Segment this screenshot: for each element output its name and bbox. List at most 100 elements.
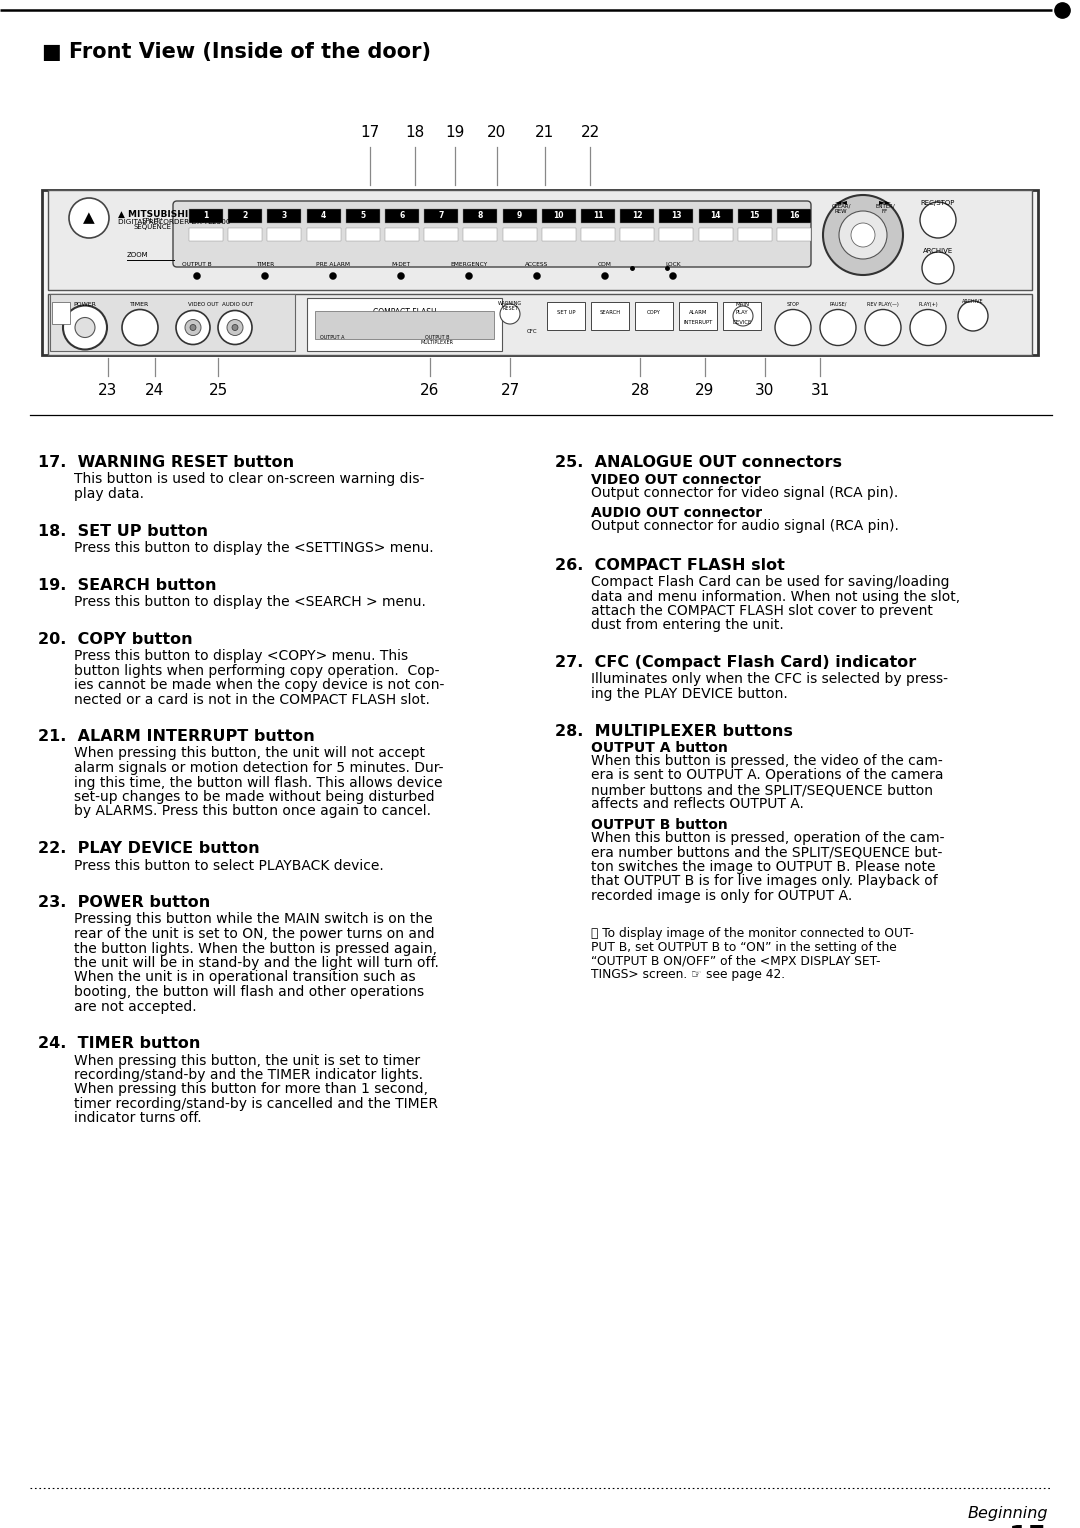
Text: OUTPUT A: OUTPUT A <box>320 335 345 341</box>
Text: VIDEO OUT connector: VIDEO OUT connector <box>591 472 760 486</box>
Text: 27: 27 <box>500 384 519 397</box>
Text: EMERGENCY: EMERGENCY <box>450 261 487 267</box>
Text: DEVICE: DEVICE <box>732 319 752 324</box>
Bar <box>384 228 419 241</box>
Circle shape <box>261 272 269 280</box>
Text: 19: 19 <box>445 125 464 141</box>
Text: When pressing this button, the unit will not accept: When pressing this button, the unit will… <box>75 747 426 761</box>
Text: 27.  CFC (Compact Flash Card) indicator: 27. CFC (Compact Flash Card) indicator <box>555 656 916 669</box>
Text: Beginning: Beginning <box>968 1507 1048 1520</box>
Text: FF: FF <box>882 209 888 214</box>
Text: 21.  ALARM INTERRUPT button: 21. ALARM INTERRUPT button <box>38 729 314 744</box>
FancyBboxPatch shape <box>173 202 811 267</box>
Circle shape <box>823 196 903 275</box>
Text: CLEAR/: CLEAR/ <box>832 205 851 209</box>
Text: ing this time, the button will flash. This allows device: ing this time, the button will flash. Th… <box>75 776 443 790</box>
Circle shape <box>820 310 856 345</box>
Text: REW: REW <box>835 209 848 214</box>
Text: MAIN: MAIN <box>735 303 751 307</box>
Text: era number buttons and the SPLIT/SEQUENCE but-: era number buttons and the SPLIT/SEQUENC… <box>591 845 943 859</box>
Circle shape <box>218 310 252 344</box>
Text: 17: 17 <box>361 125 380 141</box>
Text: 21: 21 <box>536 125 555 141</box>
Text: RESET: RESET <box>502 306 518 312</box>
Text: WARNING: WARNING <box>498 301 522 306</box>
Bar <box>315 312 494 339</box>
Bar <box>777 228 811 241</box>
Bar <box>268 209 301 223</box>
Text: are not accepted.: are not accepted. <box>75 999 197 1013</box>
Text: AUDIO OUT connector: AUDIO OUT connector <box>591 506 762 520</box>
Text: OUTPUT A button: OUTPUT A button <box>591 741 728 755</box>
Text: MULTIPLEXER: MULTIPLEXER <box>420 341 454 345</box>
Bar <box>42 189 1038 354</box>
Text: 30: 30 <box>755 384 774 397</box>
Text: PLAY: PLAY <box>735 310 748 315</box>
Bar <box>591 303 629 330</box>
Text: 8: 8 <box>477 211 483 220</box>
Text: the unit will be in stand-by and the light will turn off.: the unit will be in stand-by and the lig… <box>75 957 438 970</box>
Text: 13: 13 <box>671 211 681 220</box>
Text: CFC: CFC <box>527 329 538 335</box>
Text: attach the COMPACT FLASH slot cover to prevent: attach the COMPACT FLASH slot cover to p… <box>591 604 933 617</box>
Bar <box>502 228 537 241</box>
Text: recorded image is only for OUTPUT A.: recorded image is only for OUTPUT A. <box>591 889 852 903</box>
Bar <box>620 228 654 241</box>
Text: OUTPUT B button: OUTPUT B button <box>591 817 728 833</box>
Text: 23: 23 <box>98 384 118 397</box>
Text: PLAY(+): PLAY(+) <box>918 303 937 307</box>
Text: 25: 25 <box>208 384 228 397</box>
Text: dust from entering the unit.: dust from entering the unit. <box>591 619 784 633</box>
Text: COPY: COPY <box>647 310 661 315</box>
Text: ◄◄: ◄◄ <box>835 197 848 206</box>
Bar <box>48 293 1032 354</box>
Text: OUTPUT B: OUTPUT B <box>424 335 449 341</box>
Text: M-DET: M-DET <box>391 261 410 267</box>
Text: ies cannot be made when the copy device is not con-: ies cannot be made when the copy device … <box>75 678 444 692</box>
Circle shape <box>839 211 887 260</box>
Text: Output connector for video signal (RCA pin).: Output connector for video signal (RCA p… <box>591 486 899 500</box>
Bar <box>699 228 732 241</box>
Text: ■ Front View (Inside of the door): ■ Front View (Inside of the door) <box>42 41 431 63</box>
Bar <box>542 209 576 223</box>
Text: that OUTPUT B is for live images only. Playback of: that OUTPUT B is for live images only. P… <box>591 874 937 888</box>
Text: 7: 7 <box>438 211 444 220</box>
Text: Illuminates only when the CFC is selected by press-: Illuminates only when the CFC is selecte… <box>591 672 948 686</box>
Text: 26: 26 <box>420 384 440 397</box>
Circle shape <box>865 310 901 345</box>
Circle shape <box>69 199 109 238</box>
Bar <box>189 209 222 223</box>
Text: When pressing this button for more than 1 second,: When pressing this button for more than … <box>75 1082 428 1097</box>
Text: data and menu information. When not using the slot,: data and menu information. When not usin… <box>591 590 960 604</box>
Bar <box>424 209 458 223</box>
Text: When the unit is in operational transition such as: When the unit is in operational transiti… <box>75 970 416 984</box>
Text: SPLIT/: SPLIT/ <box>141 219 162 225</box>
Circle shape <box>922 252 954 284</box>
Text: TINGS> screen. ☞ see page 42.: TINGS> screen. ☞ see page 42. <box>591 969 785 981</box>
Text: nected or a card is not in the COMPACT FLASH slot.: nected or a card is not in the COMPACT F… <box>75 692 430 706</box>
Text: 28: 28 <box>631 384 650 397</box>
Text: When pressing this button, the unit is set to timer: When pressing this button, the unit is s… <box>75 1053 420 1068</box>
Bar <box>738 228 772 241</box>
Text: era is sent to OUTPUT A. Operations of the camera: era is sent to OUTPUT A. Operations of t… <box>591 769 944 782</box>
Circle shape <box>670 272 676 280</box>
Text: recording/stand-by and the TIMER indicator lights.: recording/stand-by and the TIMER indicat… <box>75 1068 423 1082</box>
Circle shape <box>775 310 811 345</box>
Text: 15: 15 <box>750 211 760 220</box>
Bar <box>581 228 615 241</box>
Circle shape <box>190 324 195 330</box>
Text: TIMER: TIMER <box>131 303 150 307</box>
Text: ACCESS: ACCESS <box>525 261 549 267</box>
Text: 9: 9 <box>517 211 523 220</box>
Bar <box>307 298 502 351</box>
Bar <box>346 228 380 241</box>
Text: PRE ALARM: PRE ALARM <box>316 261 350 267</box>
Circle shape <box>602 272 608 280</box>
Text: When this button is pressed, the video of the cam-: When this button is pressed, the video o… <box>591 753 943 769</box>
Circle shape <box>75 318 95 338</box>
Text: ▲ MITSUBISHI: ▲ MITSUBISHI <box>118 209 188 219</box>
Text: COMPACT FLASH: COMPACT FLASH <box>373 309 436 316</box>
Text: 24.  TIMER button: 24. TIMER button <box>38 1036 201 1051</box>
Bar <box>463 228 498 241</box>
Text: 22: 22 <box>580 125 599 141</box>
